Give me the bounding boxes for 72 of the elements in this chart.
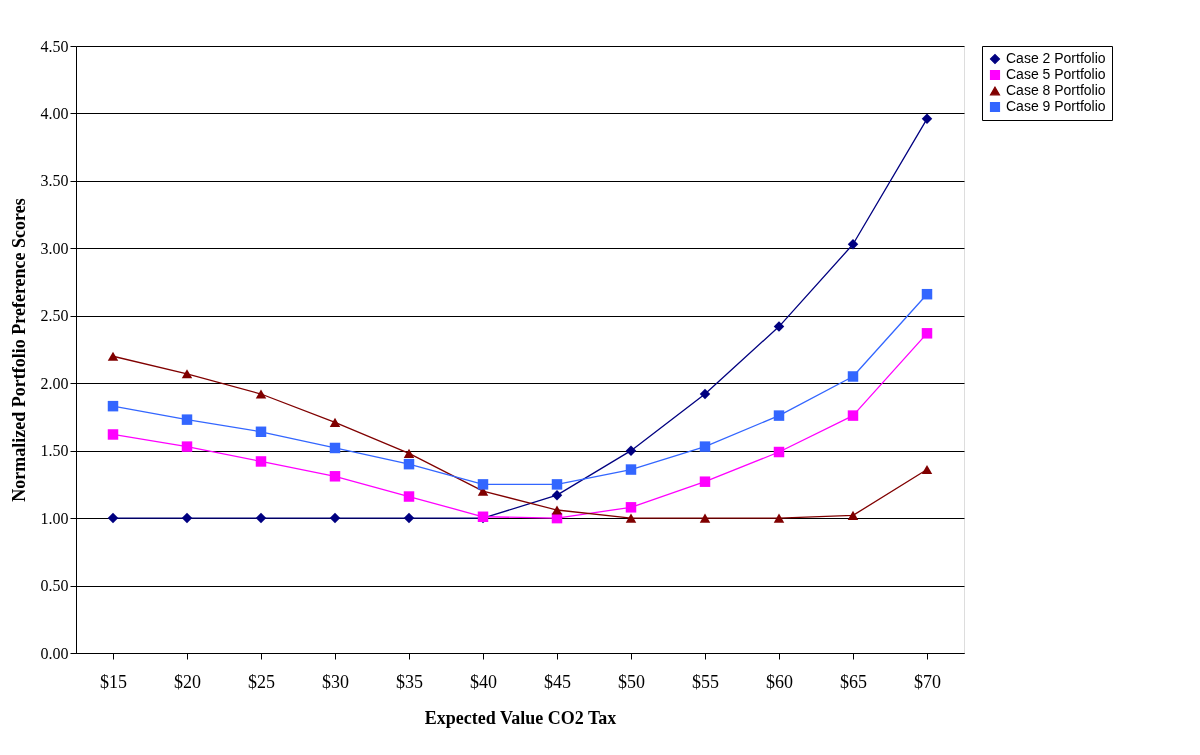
legend-label: Case 8 Portfolio bbox=[1006, 82, 1106, 98]
point bbox=[477, 479, 489, 490]
x-tick-label: $30 bbox=[322, 671, 349, 692]
point bbox=[107, 400, 119, 412]
point bbox=[107, 512, 119, 524]
x-tick-label: $25 bbox=[248, 671, 275, 692]
point bbox=[181, 512, 193, 524]
point bbox=[625, 445, 637, 456]
x-tick-label: $70 bbox=[914, 671, 941, 692]
point bbox=[551, 479, 563, 490]
point bbox=[773, 321, 785, 332]
point bbox=[181, 441, 193, 452]
y-tick-label: 0.50 bbox=[40, 577, 69, 595]
point bbox=[921, 465, 933, 475]
y-tick-label: 2.50 bbox=[40, 307, 69, 325]
x-tick-label: $50 bbox=[618, 671, 645, 692]
point bbox=[403, 448, 415, 458]
point bbox=[255, 426, 267, 438]
point bbox=[699, 441, 711, 452]
x-tick-label: $35 bbox=[396, 671, 423, 692]
point bbox=[403, 512, 415, 524]
y-tick-label: 1.50 bbox=[40, 442, 69, 460]
x-tick-label: $45 bbox=[544, 671, 571, 692]
point bbox=[255, 389, 267, 399]
point bbox=[551, 505, 563, 515]
point bbox=[847, 239, 859, 250]
point bbox=[329, 471, 341, 482]
point bbox=[107, 429, 119, 440]
point bbox=[773, 513, 785, 523]
x-tick-label: $15 bbox=[100, 671, 127, 692]
y-tick-label: 3.50 bbox=[40, 172, 69, 190]
point bbox=[921, 113, 933, 125]
point bbox=[921, 288, 933, 300]
legend-label: Case 9 Portfolio bbox=[1006, 98, 1106, 114]
point bbox=[773, 446, 785, 458]
y-tick-label: 4.50 bbox=[40, 37, 69, 55]
point bbox=[107, 351, 119, 361]
point bbox=[255, 456, 267, 467]
y-tick-label: 2.00 bbox=[40, 374, 69, 392]
point bbox=[699, 476, 711, 487]
legend-label: Case 2 Portfolio bbox=[1006, 50, 1106, 66]
point bbox=[847, 410, 859, 421]
point bbox=[625, 464, 637, 475]
point bbox=[255, 512, 267, 524]
point bbox=[181, 369, 193, 379]
point bbox=[847, 371, 859, 382]
point bbox=[329, 417, 341, 427]
y-tick-label: 0.00 bbox=[40, 644, 69, 662]
point bbox=[181, 414, 193, 425]
y-tick-label: 3.00 bbox=[40, 239, 69, 257]
y-tick-label: 1.00 bbox=[40, 509, 69, 527]
x-tick-label: $65 bbox=[840, 671, 867, 692]
point bbox=[921, 328, 933, 339]
y-tick-label: 4.00 bbox=[40, 104, 69, 122]
point bbox=[773, 410, 785, 421]
point bbox=[625, 513, 637, 523]
x-tick-label: $40 bbox=[470, 671, 497, 692]
x-axis-title: Expected Value CO2 Tax bbox=[424, 707, 617, 728]
x-tick-label: $20 bbox=[174, 671, 201, 692]
point bbox=[699, 513, 711, 523]
point bbox=[699, 388, 711, 400]
point bbox=[403, 491, 415, 502]
x-tick-label: $60 bbox=[766, 671, 793, 692]
point bbox=[329, 512, 341, 524]
point bbox=[403, 458, 415, 470]
point bbox=[551, 489, 563, 501]
point bbox=[625, 502, 637, 513]
point bbox=[329, 442, 341, 454]
x-tick-label: $55 bbox=[692, 671, 719, 692]
point bbox=[847, 510, 859, 520]
legend-label: Case 5 Portfolio bbox=[1006, 66, 1106, 82]
y-axis-title: Normalized Portfolio Preference Scores bbox=[8, 198, 29, 502]
